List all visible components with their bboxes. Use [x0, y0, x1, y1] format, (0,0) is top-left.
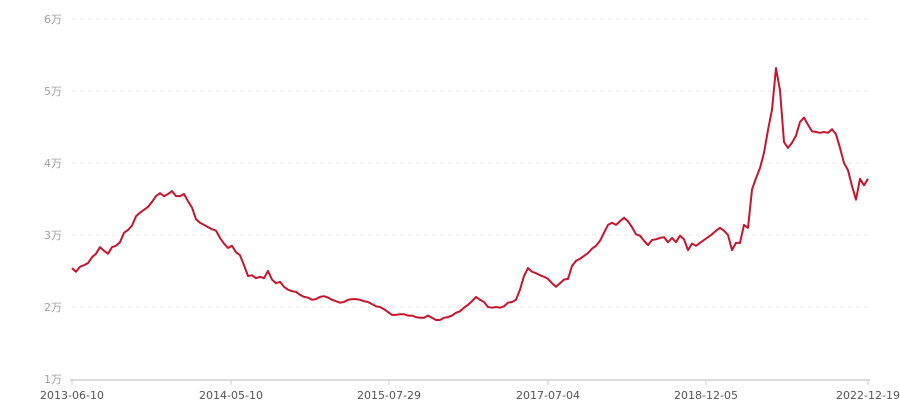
y-tick-label: 1万	[44, 373, 62, 386]
x-axis: 2013-06-10 2014-05-10 2015-07-29 2017-07-04…	[40, 379, 900, 400]
y-tick-label: 2万	[44, 301, 62, 314]
y-tick-label: 4万	[44, 157, 62, 170]
x-tick-label: 2018-12-05	[674, 389, 738, 400]
x-tick-label: 2014-05-10	[199, 389, 263, 400]
y-tick-label: 5万	[44, 85, 62, 98]
x-tick-label: 2017-07-04	[516, 389, 580, 400]
gridlines	[72, 18, 872, 308]
y-tick-label: 6万	[44, 13, 62, 26]
y-tick-label: 3万	[44, 229, 62, 242]
y-axis: 1万 2万 3万 4万 5万 6万	[44, 13, 62, 386]
x-tick-label: 2015-07-29	[357, 389, 421, 400]
x-tick-label: 2022-12-19	[836, 389, 900, 400]
series-line	[71, 67, 869, 321]
x-tick-label: 2013-06-10	[40, 389, 104, 400]
